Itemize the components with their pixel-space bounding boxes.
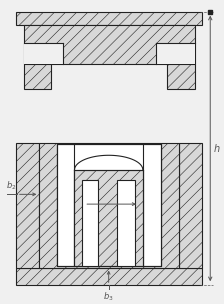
Text: $b_3$: $b_3$ bbox=[103, 290, 114, 302]
Bar bbox=[117, 180, 135, 266]
Text: $b_2$: $b_2$ bbox=[6, 180, 17, 192]
Bar bbox=[75, 170, 143, 266]
Bar bbox=[167, 64, 195, 89]
Bar bbox=[57, 143, 162, 266]
Bar bbox=[179, 143, 202, 268]
Bar bbox=[143, 143, 162, 266]
Bar bbox=[16, 268, 202, 285]
Bar bbox=[39, 143, 179, 268]
Bar bbox=[155, 43, 195, 64]
Bar bbox=[57, 143, 162, 266]
Bar bbox=[24, 43, 63, 64]
Bar bbox=[82, 180, 98, 266]
Text: $b_1$: $b_1$ bbox=[140, 191, 150, 203]
Bar bbox=[24, 64, 51, 89]
Bar bbox=[24, 26, 195, 64]
Bar bbox=[16, 12, 202, 26]
Bar bbox=[57, 143, 75, 266]
Bar bbox=[16, 143, 39, 268]
Text: $h$: $h$ bbox=[213, 143, 221, 154]
